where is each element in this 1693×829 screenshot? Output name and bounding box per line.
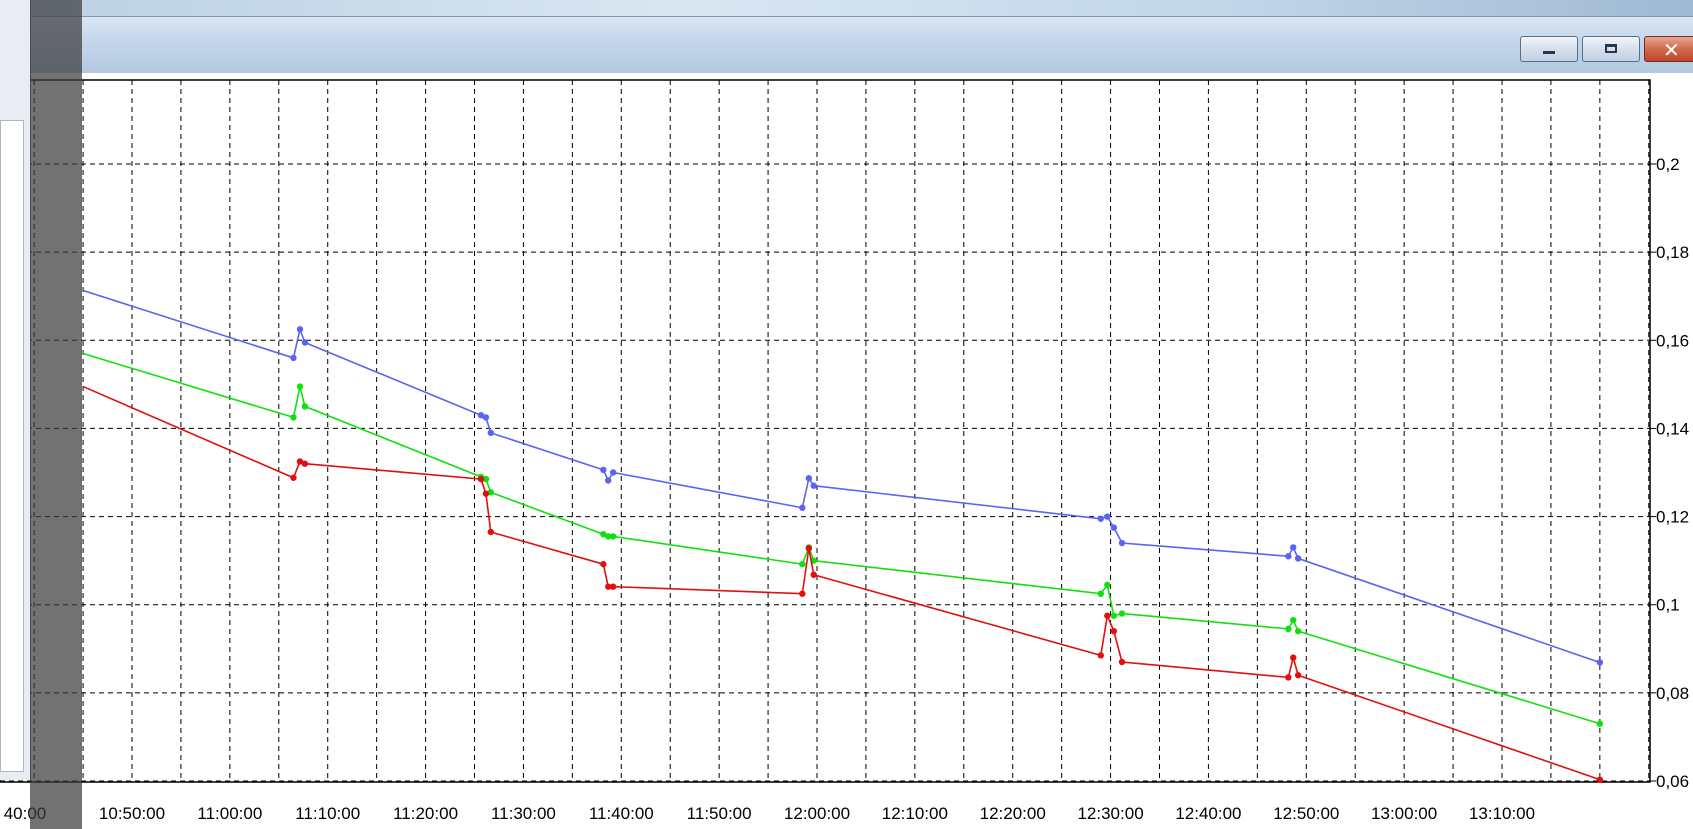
data-point <box>1104 581 1111 589</box>
data-point <box>477 412 485 419</box>
data-point <box>1294 672 1302 679</box>
data-point <box>482 414 490 421</box>
gray-overlay-bar <box>30 0 82 829</box>
data-point <box>1110 612 1118 619</box>
x-tick-label: 11:20:00 <box>393 804 458 823</box>
data-point <box>605 477 612 484</box>
data-point <box>799 560 806 568</box>
data-point <box>1290 616 1297 624</box>
maximize-button[interactable] <box>1582 36 1640 62</box>
data-point <box>1097 515 1104 522</box>
x-tick-label: 12:00:00 <box>784 804 850 823</box>
plot-area <box>0 79 1651 783</box>
chart-series <box>82 289 1604 783</box>
series-line-2 <box>82 352 1604 727</box>
x-tick-label: 12:30:00 <box>1077 804 1143 823</box>
data-point <box>487 489 495 496</box>
background-window-panel <box>0 120 24 772</box>
data-point <box>1596 659 1604 666</box>
x-tick-label: 11:10:00 <box>295 804 360 823</box>
data-point <box>799 504 806 511</box>
data-point <box>1285 625 1292 633</box>
x-tick-label: 11:40:00 <box>589 804 654 823</box>
window-title-bar[interactable]: ✕ <box>0 16 1693 73</box>
x-tick-label: 11:30:00 <box>491 804 556 823</box>
data-point <box>1110 627 1118 635</box>
data-point <box>301 339 309 346</box>
y-tick-label: 0,14 <box>1656 419 1689 438</box>
data-point <box>296 326 304 333</box>
y-tick-label: 0,16 <box>1656 331 1689 350</box>
data-point <box>296 383 304 390</box>
data-point <box>301 460 309 467</box>
data-point <box>290 474 297 481</box>
x-tick-label: 12:10:00 <box>882 804 948 823</box>
data-point <box>487 429 495 437</box>
minimize-icon <box>1543 51 1555 54</box>
data-point <box>1097 590 1104 597</box>
y-tick-label: 0,08 <box>1656 684 1689 703</box>
data-point <box>1097 652 1104 659</box>
data-point <box>1104 612 1111 619</box>
data-point <box>1118 539 1126 547</box>
data-point <box>600 531 607 538</box>
data-point <box>609 583 617 590</box>
series-line-1 <box>82 289 1604 666</box>
data-point <box>487 528 495 536</box>
data-point <box>605 533 612 540</box>
data-point <box>1596 720 1604 727</box>
x-tick-label: 12:20:00 <box>980 804 1046 823</box>
x-tick-label: 12:40:00 <box>1175 804 1241 823</box>
data-point <box>290 414 297 421</box>
data-point <box>482 490 490 497</box>
y-tick-label: 0,2 <box>1656 155 1680 174</box>
data-point <box>1290 544 1297 551</box>
desktop-background <box>0 0 1693 18</box>
data-point <box>477 475 485 483</box>
data-point <box>799 590 806 597</box>
data-point <box>301 403 309 410</box>
data-point <box>1118 610 1126 617</box>
chart-grid <box>0 79 1651 783</box>
minimize-button[interactable] <box>1520 36 1578 62</box>
y-tick-label: 0,06 <box>1656 772 1689 791</box>
data-point <box>1104 513 1111 520</box>
x-tick-label: 12:50:00 <box>1273 804 1339 823</box>
x-tick-label: 10:50:00 <box>99 804 165 823</box>
data-point <box>609 533 617 540</box>
background-window[interactable] <box>0 0 31 780</box>
data-point <box>1285 553 1292 560</box>
data-point <box>605 583 612 590</box>
data-point <box>600 466 607 474</box>
maximize-icon <box>1605 44 1617 53</box>
series-line-3 <box>82 385 1604 783</box>
data-point <box>1294 627 1302 635</box>
close-button[interactable]: ✕ <box>1644 36 1693 62</box>
data-point <box>609 469 617 476</box>
y-tick-label: 0,12 <box>1656 508 1689 527</box>
x-tick-label: 13:10:00 <box>1469 804 1535 823</box>
data-point <box>290 354 297 362</box>
data-point <box>600 560 607 568</box>
y-tick-label: 0,18 <box>1656 243 1689 262</box>
x-tick-label: 11:00:00 <box>197 804 262 823</box>
data-point <box>1596 776 1604 783</box>
x-tick-label: 13:00:00 <box>1371 804 1437 823</box>
data-point <box>1110 524 1118 531</box>
data-point <box>810 571 817 578</box>
y-tick-label: 0,1 <box>1656 596 1680 615</box>
data-point <box>296 458 304 465</box>
data-point <box>1290 654 1297 661</box>
close-icon: ✕ <box>1663 38 1680 62</box>
data-point <box>805 545 813 552</box>
data-point <box>810 482 817 489</box>
data-point <box>482 475 490 483</box>
data-point <box>1118 658 1126 666</box>
data-point <box>1285 674 1292 681</box>
data-point <box>1294 555 1302 562</box>
x-tick-label: 11:50:00 <box>687 804 752 823</box>
data-point <box>805 475 813 482</box>
